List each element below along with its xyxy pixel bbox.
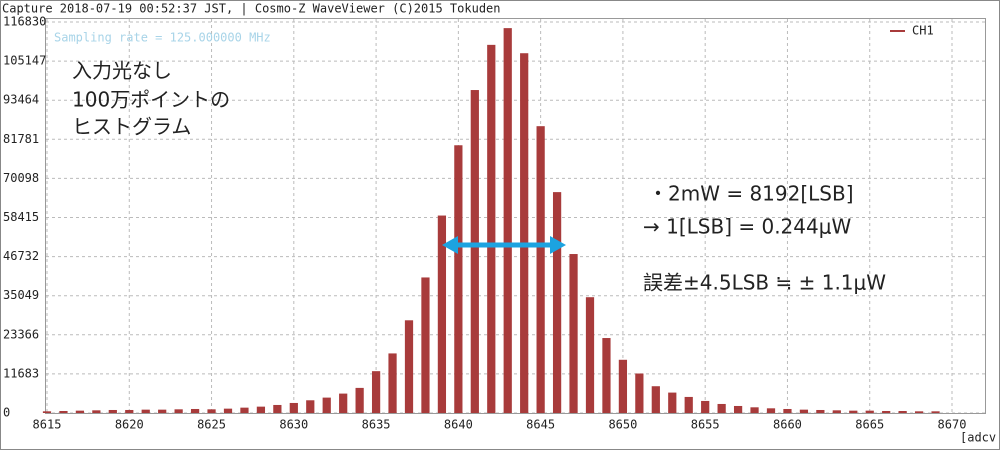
y-tick-label: 58415 (3, 210, 39, 224)
y-tick-label: 11683 (3, 366, 39, 380)
y-tick-label: 105147 (3, 54, 46, 68)
annotation: 誤差±4.5LSB ≒ ± 1.1μW (643, 271, 886, 295)
bar (125, 409, 134, 413)
bar (503, 28, 512, 413)
bar (42, 411, 52, 413)
bar (569, 254, 578, 413)
bar (75, 410, 85, 413)
plot-frame (45, 18, 986, 414)
x-tick-label: 8625 (197, 418, 226, 432)
bar (536, 126, 545, 413)
x-tick-label: 8630 (279, 418, 308, 432)
bar (404, 320, 414, 413)
bar (355, 387, 364, 413)
bar (108, 409, 117, 413)
bar (520, 53, 529, 414)
annotation: ・2mW = 8192[LSB] (648, 182, 854, 206)
bar (552, 192, 562, 413)
annotation: ヒストグラム (72, 115, 191, 139)
bar (207, 409, 216, 413)
bar (371, 371, 381, 413)
bar (898, 410, 907, 413)
bar (437, 215, 447, 413)
annotation: 100万ポイントの (72, 88, 230, 112)
legend-label: CH1 (912, 24, 934, 38)
bar (865, 410, 874, 413)
arrow-head (550, 236, 566, 254)
bar (832, 410, 841, 413)
bar (766, 408, 776, 413)
bar (470, 90, 479, 413)
bar (158, 409, 167, 413)
y-tick-label: 0 (3, 406, 10, 420)
y-tick-label: 46732 (3, 249, 39, 263)
bar (339, 393, 348, 413)
bar (701, 400, 710, 413)
bar (585, 297, 595, 413)
bar (322, 397, 331, 413)
bar (602, 338, 611, 413)
y-tick-label: 23366 (3, 327, 39, 341)
x-tick-label: 8620 (115, 418, 144, 432)
bar (487, 44, 496, 414)
bar (783, 408, 792, 413)
bar (882, 410, 891, 413)
bar (931, 411, 940, 413)
y-tick-label: 81781 (3, 132, 39, 146)
bar (421, 277, 430, 413)
bar (240, 407, 249, 413)
x-tick-label: 8635 (362, 418, 391, 432)
bar (618, 359, 628, 413)
bar (799, 409, 809, 413)
bar (92, 410, 101, 413)
x-tick-label: 8650 (608, 418, 637, 432)
bar (717, 403, 726, 413)
y-tick-label: 70098 (3, 171, 39, 185)
annotation: → 1[LSB] = 0.244μW (643, 215, 851, 239)
bar (733, 405, 743, 413)
bar (816, 409, 825, 413)
bar (256, 406, 266, 413)
bar (190, 408, 200, 413)
bar (849, 410, 858, 413)
bar (289, 402, 298, 413)
bar (59, 410, 68, 413)
bar (174, 409, 183, 413)
bar (668, 392, 677, 413)
bar (454, 145, 463, 413)
bar (635, 373, 644, 413)
bar (750, 407, 759, 413)
y-tick-label: 93464 (3, 93, 39, 107)
bar (141, 409, 150, 413)
x-tick-label: 8655 (691, 418, 720, 432)
arrow-head (442, 236, 458, 254)
y-tick-label: 35049 (3, 288, 39, 302)
bar (388, 353, 397, 413)
x-tick-label: 8665 (855, 418, 884, 432)
subtitle: Sampling rate = 125.000000 MHz (54, 31, 271, 45)
header: Capture 2018-07-19 00:52:37 JST, | Cosmo… (2, 2, 501, 16)
bar (273, 404, 282, 413)
bar (651, 386, 660, 413)
bar (223, 408, 233, 413)
x-tick-label: 8640 (444, 418, 473, 432)
x-tick-label: 8645 (526, 418, 555, 432)
annotation: 入力光なし (72, 59, 172, 83)
y-tick-label: 116830 (3, 15, 46, 29)
x-tick-label: 8660 (773, 418, 802, 432)
bar (914, 411, 924, 413)
x-tick-label: 8670 (938, 418, 967, 432)
x-tick-label: 8615 (33, 418, 62, 432)
bar (306, 400, 315, 413)
x-axis-label: [adcv (960, 431, 996, 445)
bar (684, 396, 693, 413)
